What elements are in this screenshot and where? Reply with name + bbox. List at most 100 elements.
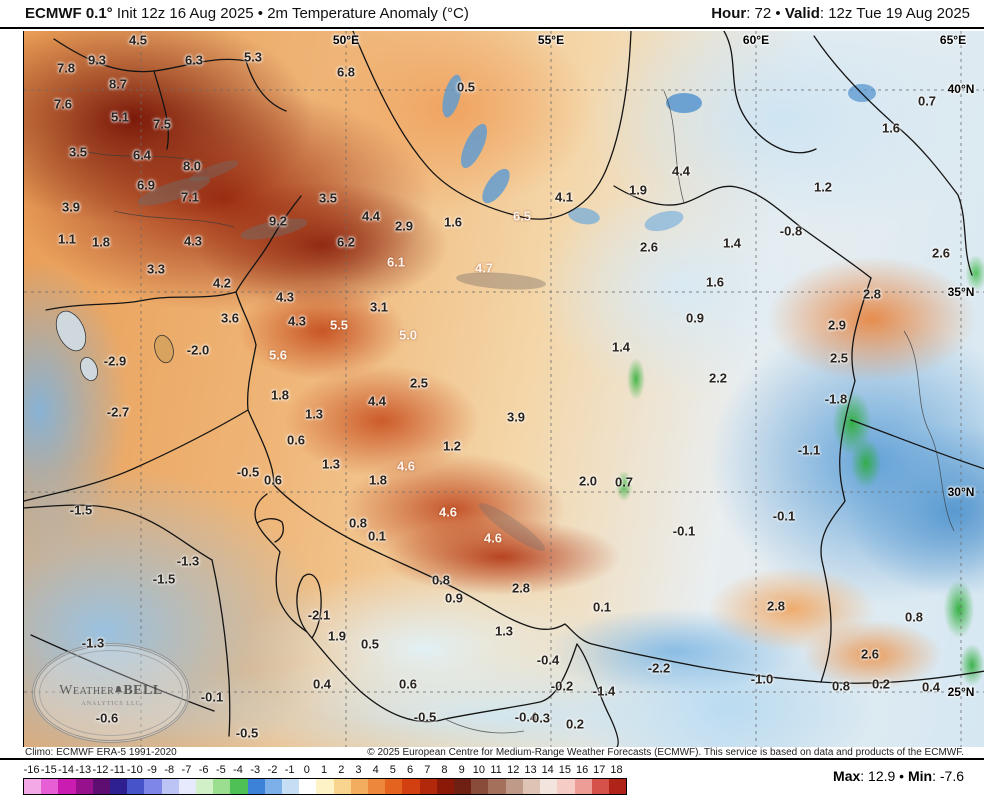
- colorbar-tick: 15: [558, 764, 572, 776]
- map-value: 0.4: [312, 676, 332, 692]
- valid-value: : 12z Tue 19 Aug 2025: [819, 5, 970, 22]
- map-title: ECMWF 0.1° Init 12z 16 Aug 2025 • 2m Tem…: [25, 5, 469, 22]
- colorbar-cell: [58, 779, 76, 794]
- colorbar-cell: [471, 779, 489, 794]
- graticule-lines: [24, 31, 984, 747]
- colorbar-cell: [127, 779, 145, 794]
- colorbar-tick: -7: [181, 764, 192, 776]
- map-value: 0.8: [431, 572, 451, 588]
- map-value: 1.3: [494, 623, 514, 639]
- map-value: -0.8: [779, 223, 803, 239]
- logo-weather: Weather: [59, 683, 115, 698]
- map-value: 7.8: [56, 60, 76, 76]
- colorbar-tick: 14: [541, 764, 554, 776]
- map-value: 0.9: [685, 310, 705, 326]
- colorbar-cell: [368, 779, 386, 794]
- map-value: 4.7: [474, 260, 494, 276]
- colorbar-tick: 18: [610, 764, 623, 776]
- separator-dot: •: [771, 5, 785, 22]
- colorbar-legend: -16 -15 -14 -13 -12 -11 -10 -9 -8 -7 -6 -5 -4 -3 -2 -1 0…: [0, 762, 984, 808]
- map-value: 2.6: [931, 245, 951, 261]
- map-value: 4.4: [671, 163, 691, 179]
- map-value: -0.1: [772, 508, 796, 524]
- colorbar-tick: -14: [58, 764, 74, 776]
- map-canvas: Weather BELL ANALYTICS LLC 4.5 7.8 9.3 6.3 5.…: [23, 31, 984, 747]
- colorbar-cell: [608, 779, 627, 794]
- colorbar-tick: 16: [575, 764, 589, 776]
- map-value: 8.0: [182, 158, 202, 174]
- map-value: -1.8: [824, 391, 848, 407]
- map-value: -0.5: [236, 464, 260, 480]
- product-name: ECMWF 0.1°: [25, 5, 113, 22]
- map-value: 0.3: [531, 710, 551, 726]
- map-value: 1.2: [442, 438, 462, 454]
- map-value: -2.9: [103, 353, 127, 369]
- map-value: 5.3: [243, 49, 263, 65]
- logo-subtext: ANALYTICS LLC: [81, 701, 141, 707]
- map-value: 2.5: [829, 350, 849, 366]
- map-value: -0.4: [536, 652, 560, 668]
- terrain-shading: [137, 74, 876, 551]
- colorbar-cell: [196, 779, 214, 794]
- colorbar-cell: [213, 779, 231, 794]
- colorbar-tick: -4: [233, 764, 243, 776]
- max-label: Max: [833, 768, 861, 784]
- map-value: 1.9: [628, 182, 648, 198]
- map-value: 4.2: [212, 275, 232, 291]
- copyright-note: © 2025 European Centre for Medium-Range …: [367, 747, 964, 758]
- colorbar-tick: -6: [198, 764, 209, 776]
- map-value: 1.9: [327, 628, 347, 644]
- map-value: 2.6: [860, 646, 880, 662]
- colorbar-cell: [282, 779, 300, 794]
- longitude-label: 50°E: [332, 33, 360, 47]
- map-value: 4.6: [438, 504, 458, 520]
- colorbar-tick: -5: [215, 764, 226, 776]
- colorbar-tick: 12: [507, 764, 520, 776]
- latitude-label: 25°N: [947, 685, 975, 699]
- map-value: 0.1: [367, 528, 387, 544]
- colorbar-ticks: -16 -15 -14 -13 -12 -11 -10 -9 -8 -7 -6 -5 -4 -3 -2 -1 0…: [23, 764, 625, 776]
- map-value: 1.8: [270, 387, 290, 403]
- map-value: 0.8: [348, 515, 368, 531]
- map-value: -2.1: [307, 607, 331, 623]
- logo-text: Weather BELL: [32, 683, 190, 699]
- map-value: 3.3: [146, 261, 166, 277]
- header-bar: ECMWF 0.1° Init 12z 16 Aug 2025 • 2m Tem…: [0, 0, 984, 29]
- colorbar-cell: [230, 779, 248, 794]
- colorbar-tick: -11: [110, 764, 126, 776]
- longitude-label: 60°E: [742, 33, 770, 47]
- colorbar-cell: [402, 779, 420, 794]
- map-value: -2.7: [106, 404, 130, 420]
- map-value: 3.5: [68, 144, 88, 160]
- map-value: 8.7: [108, 76, 128, 92]
- map-value: -1.4: [592, 683, 616, 699]
- map-value: 1.3: [321, 456, 341, 472]
- map-value: 6.9: [136, 177, 156, 193]
- map-value: -1.3: [176, 553, 200, 569]
- logo-bell: BELL: [123, 683, 163, 698]
- map-overlay-svg: [24, 31, 984, 747]
- map-value: 0.7: [614, 474, 634, 490]
- map-value: 1.4: [611, 339, 631, 355]
- colorbar-tick: 6: [407, 764, 414, 776]
- colorbar-tick: 10: [472, 764, 485, 776]
- colorbar-cell: [350, 779, 369, 794]
- colorbar-cell: [24, 779, 42, 794]
- map-value: 2.0: [578, 473, 598, 489]
- colorbar-tick: -13: [75, 764, 92, 776]
- colorbar-cell: [419, 779, 437, 794]
- colorbar-cell: [488, 779, 506, 794]
- map-value: -0.1: [672, 523, 696, 539]
- map-value: 0.9: [444, 590, 464, 606]
- map-value: -2.0: [186, 342, 210, 358]
- map-value: -1.1: [797, 442, 821, 458]
- map-value: 5.0: [398, 327, 418, 343]
- colorbar-tick: 13: [524, 764, 537, 776]
- climo-note: Climo: ECMWF ERA-5 1991-2020: [25, 747, 177, 758]
- colorbar-cell: [557, 779, 575, 794]
- map-value: 1.6: [881, 120, 901, 136]
- colorbar-cell: [144, 779, 162, 794]
- footer-bar: Climo: ECMWF ERA-5 1991-2020 © 2025 Euro…: [0, 747, 984, 760]
- colorbar-cell: [247, 779, 265, 794]
